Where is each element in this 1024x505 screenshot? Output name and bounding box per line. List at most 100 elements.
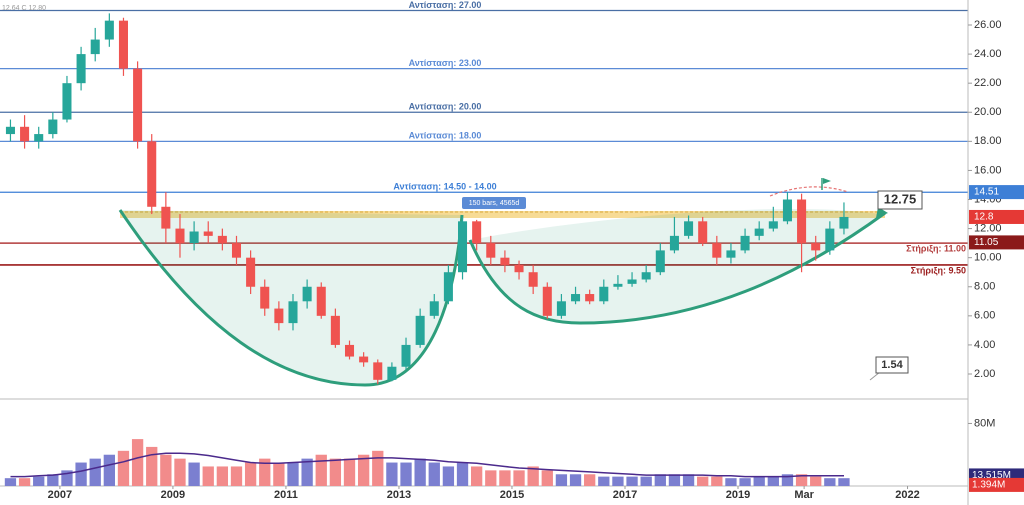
candle-body: [698, 221, 708, 244]
candle-body: [231, 243, 242, 258]
volume-bar: [47, 474, 59, 486]
volume-bar: [612, 476, 624, 486]
price-badge-label: 14.51: [974, 187, 999, 198]
volume-bar: [202, 466, 214, 486]
volume-bar: [767, 476, 779, 486]
y-tick-label: 24.00: [974, 48, 1002, 60]
candle-body: [90, 39, 100, 55]
volume-bar: [287, 462, 299, 486]
candle-body: [712, 243, 722, 258]
price-badge-label: 12.8: [974, 212, 994, 223]
volume-bar: [75, 462, 87, 486]
candle-body: [288, 301, 298, 324]
candle-body: [528, 272, 538, 287]
volume-bar: [626, 476, 638, 486]
range-badge: [462, 197, 526, 209]
cup-fill: [120, 210, 462, 385]
volume-bar: [146, 446, 158, 486]
volume-bar: [640, 476, 652, 486]
volume-bar: [329, 458, 342, 486]
candle-body: [34, 134, 44, 142]
candle-body: [443, 272, 453, 302]
candle-body: [274, 308, 284, 324]
y-tick-label: 2.00: [974, 368, 995, 380]
y-tick-label: 20.00: [974, 106, 1002, 118]
candle-body: [669, 235, 679, 251]
y-tick-label: 8.00: [974, 281, 995, 293]
candle-body: [627, 279, 637, 284]
volume-bar: [838, 478, 850, 486]
volume-bar: [273, 462, 285, 486]
candle-body: [189, 231, 199, 244]
volume-bar: [456, 462, 469, 486]
handle-curve: [468, 211, 886, 325]
y-tick-label: 22.00: [974, 77, 1002, 89]
volume-bar: [4, 478, 17, 486]
volume-bar: [541, 470, 553, 486]
volume-ma: [10, 452, 844, 478]
target-label: 12.75: [884, 191, 917, 206]
volume-bar: [555, 474, 568, 486]
level-label: Αντίσταση: 14.50 - 14.00: [393, 182, 496, 192]
candle-body: [613, 283, 623, 287]
volume-badge: [969, 477, 1024, 492]
candle-body: [260, 286, 270, 309]
volume-bar: [33, 476, 45, 486]
candle-body: [825, 228, 835, 251]
level-label: Αντίσταση: 18.00: [409, 131, 482, 141]
measure-label: 1.54: [881, 359, 903, 371]
price-badge: [969, 185, 1024, 200]
volume-bar: [103, 454, 115, 486]
volume-bar: [89, 458, 101, 486]
volume-bar: [61, 470, 73, 486]
volume-bar: [753, 476, 765, 486]
y-tick-label: 16.00: [974, 164, 1002, 176]
x-tick-label: 2013: [387, 489, 411, 501]
volume-bar: [795, 474, 808, 486]
volume-bar: [513, 470, 525, 486]
handle-arc: [769, 186, 849, 197]
volume-bar: [810, 476, 822, 486]
x-tick-label: 2007: [48, 489, 72, 501]
candle-body: [754, 228, 764, 236]
volume-bar: [18, 478, 31, 486]
candle-body: [811, 243, 821, 251]
label-box: [877, 190, 923, 210]
candle-body: [839, 216, 849, 229]
volume-bar: [682, 474, 695, 486]
candle-body: [542, 286, 552, 316]
candle-body: [585, 294, 595, 302]
level-label: Στήριξη: 11.00: [906, 244, 966, 254]
volume-bar: [485, 470, 497, 486]
candle-body: [302, 286, 312, 302]
candle-body: [429, 301, 439, 316]
volume-bar: [654, 474, 666, 486]
candle-body: [161, 206, 171, 229]
y-tick-label: 26.00: [974, 19, 1002, 31]
range-label: 150 bars, 4565d: [469, 200, 520, 207]
candle-body: [5, 126, 15, 135]
volume-bar: [259, 458, 271, 486]
candle-body: [458, 221, 468, 273]
volume-bar: [315, 454, 327, 486]
volume-bar: [244, 462, 257, 486]
volume-badge-label: 1.394M: [972, 480, 1005, 491]
x-tick-label: 2009: [161, 489, 185, 501]
candle-body: [175, 228, 185, 244]
candle-body: [48, 119, 58, 135]
candle-body: [500, 257, 510, 265]
volume-bar: [471, 466, 483, 486]
volume-bar: [160, 454, 172, 486]
x-tick-label: 2017: [613, 489, 637, 501]
level-label: Αντίσταση: 23.00: [409, 58, 482, 68]
candle-body: [401, 344, 411, 367]
candle-body: [655, 250, 665, 273]
candle-body: [316, 286, 326, 316]
volume-bar: [372, 450, 384, 486]
volume-bar: [824, 478, 836, 486]
volume-bar: [598, 476, 610, 486]
volume-bar: [174, 458, 186, 486]
x-tick-label: Mar: [794, 489, 814, 501]
volume-badge-label: 13.515M: [972, 470, 1011, 481]
level-label: Στήριξη: 9.50: [911, 265, 966, 275]
